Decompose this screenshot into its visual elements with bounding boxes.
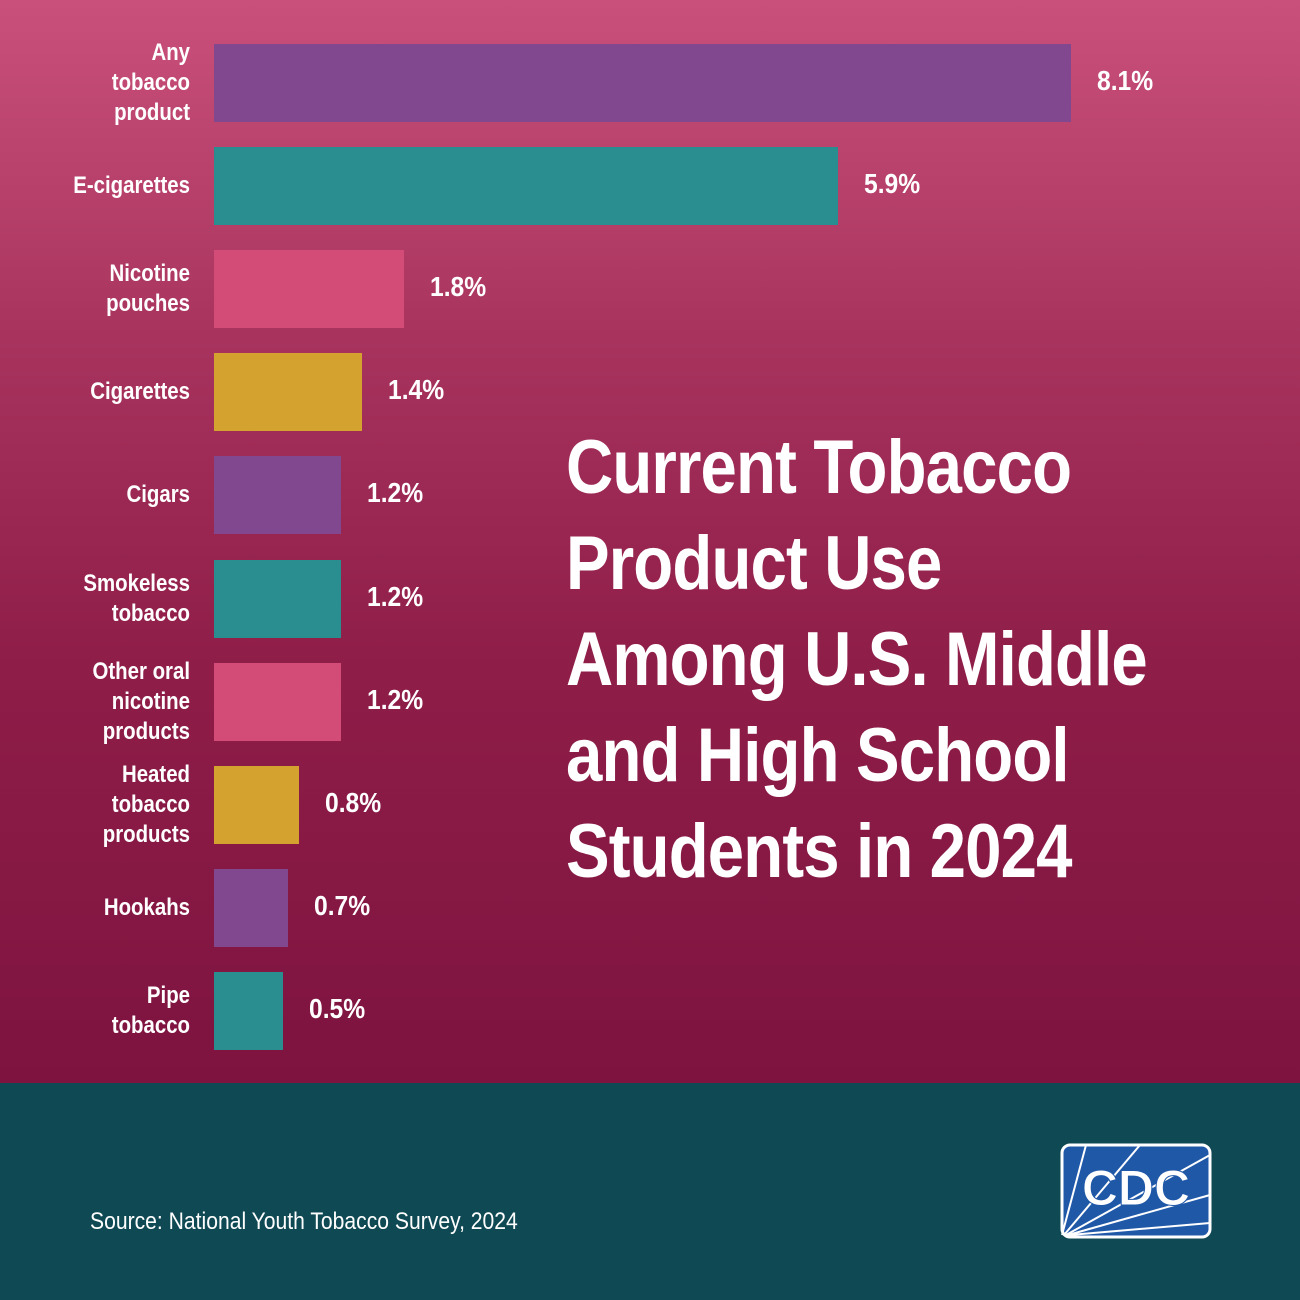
data-label: 1.2% <box>366 580 424 612</box>
category-label: Heated tobacco products <box>102 760 190 848</box>
data-label: 1.8% <box>430 271 487 303</box>
data-label: 5.9% <box>864 168 921 200</box>
data-label: 1.2% <box>366 683 424 715</box>
bar <box>214 44 1071 122</box>
bar <box>214 662 341 741</box>
category-label: Hookahs <box>103 893 190 921</box>
bar <box>214 765 299 844</box>
data-label: 0.5% <box>309 992 366 1024</box>
cdc-logo: CDC <box>1060 1143 1212 1239</box>
category-label: Cigarettes <box>90 378 190 406</box>
bar <box>214 250 405 329</box>
data-label: 1.2% <box>366 477 424 509</box>
category-label: Any tobacco product <box>111 39 190 126</box>
logo-text: CDC <box>1082 1160 1190 1216</box>
chart-title: Current Tobacco Product Use Among U.S. Mid… <box>566 425 1148 894</box>
category-label: Cigars <box>126 481 190 509</box>
category-label: Pipe tobacco <box>111 981 190 1039</box>
data-label: 1.4% <box>388 374 445 406</box>
data-label: 8.1% <box>1096 65 1154 96</box>
category-label: Smokeless tobacco <box>83 569 190 627</box>
bar <box>214 559 341 638</box>
category-label: Nicotine pouches <box>106 260 190 318</box>
bar <box>214 353 363 432</box>
category-label: E-cigarettes <box>73 172 190 200</box>
data-label: 0.8% <box>324 786 381 818</box>
bar <box>214 971 283 1050</box>
chart-area: Any tobacco product 8.1% E-cigarettes 5.9% Nic… <box>0 0 1300 1083</box>
bar <box>214 456 341 535</box>
bar <box>214 147 839 226</box>
source-note: Source: National Youth Tobacco Survey, 2… <box>90 1208 518 1235</box>
category-label: Other oral nicotine products <box>92 657 190 745</box>
data-label: 0.7% <box>314 889 371 921</box>
bar <box>214 868 289 947</box>
